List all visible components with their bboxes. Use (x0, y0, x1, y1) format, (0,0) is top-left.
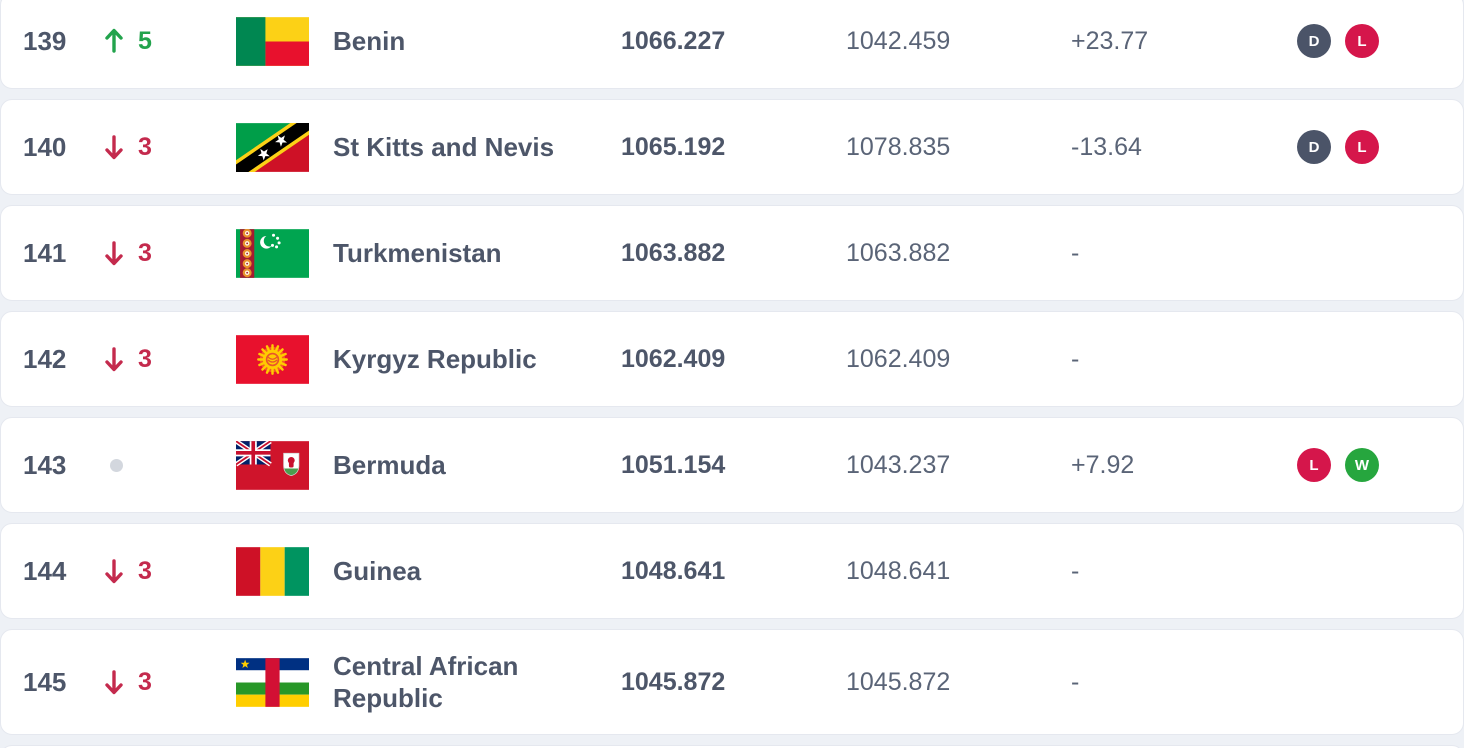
rank-number: 142 (23, 343, 67, 374)
rank-movement: 3 (101, 237, 236, 269)
total-points: 1048.641 (621, 556, 726, 585)
rank-number: 141 (23, 237, 67, 268)
kyrgyz-republic-flag (236, 334, 333, 384)
ranking-row[interactable]: 145 3 Central African Republic 1045.872 … (0, 629, 1464, 735)
bermuda-flag (236, 440, 333, 490)
points-change: - (1071, 556, 1080, 585)
down-arrow-icon (101, 343, 127, 375)
total-points: 1066.227 (621, 26, 726, 55)
movement-value: 3 (138, 667, 152, 696)
previous-points: 1048.641 (846, 556, 951, 585)
points-change: - (1071, 667, 1080, 696)
country-name: Benin (333, 26, 406, 56)
total-points: 1051.154 (621, 450, 726, 479)
down-arrow-icon (101, 666, 127, 698)
form-badge-draw: D (1297, 130, 1331, 164)
previous-points: 1063.882 (846, 238, 951, 267)
total-points: 1065.192 (621, 132, 726, 161)
rank-number: 139 (23, 25, 67, 56)
guinea-flag (236, 546, 333, 596)
total-points: 1063.882 (621, 238, 726, 267)
country-name: Turkmenistan (333, 238, 502, 268)
rank-number: 144 (23, 555, 67, 586)
rank-number: 143 (23, 449, 67, 480)
st-kitts-and-nevis-flag (236, 122, 333, 172)
country-name: Guinea (333, 556, 422, 586)
form-badge-win: W (1345, 448, 1379, 482)
rank-movement: 3 (101, 555, 236, 587)
rank-movement: 3 (101, 343, 236, 375)
form-badge-draw: D (1297, 24, 1331, 58)
rank-number: 140 (23, 131, 67, 162)
movement-value: 3 (138, 132, 152, 161)
country-name: Kyrgyz Republic (333, 344, 537, 374)
country-name: St Kitts and Nevis (333, 132, 555, 162)
ranking-row[interactable]: 144 3 Guinea 1048.641 1048.641 - (0, 523, 1464, 619)
rank-movement: 5 (101, 25, 236, 57)
country-name: Central African Republic (333, 651, 519, 713)
rank-number: 145 (23, 666, 67, 697)
form-badge-loss: L (1297, 448, 1331, 482)
points-change: +23.77 (1071, 26, 1149, 55)
points-change: - (1071, 344, 1080, 373)
form-badge-loss: L (1345, 24, 1379, 58)
up-arrow-icon (101, 25, 127, 57)
previous-points: 1043.237 (846, 450, 951, 479)
movement-value: 3 (138, 238, 152, 267)
previous-points: 1078.835 (846, 132, 951, 161)
rank-movement: 3 (101, 131, 236, 163)
form-badge-loss: L (1345, 130, 1379, 164)
points-change: -13.64 (1071, 132, 1142, 161)
points-change: - (1071, 238, 1080, 267)
down-arrow-icon (101, 237, 127, 269)
ranking-row[interactable]: 141 3 Turkmenistan 1063.882 1063.882 - (0, 205, 1464, 301)
down-arrow-icon (101, 131, 127, 163)
rank-movement (101, 458, 236, 472)
central-african-republic-flag (236, 657, 333, 707)
rank-movement: 3 (101, 666, 236, 698)
movement-value: 3 (138, 344, 152, 373)
ranking-row[interactable]: 142 3 Kyrgyz Republic 1062.409 1062.409 … (0, 311, 1464, 407)
movement-value: 5 (138, 26, 152, 55)
previous-points: 1062.409 (846, 344, 951, 373)
no-change-dot-icon (101, 458, 127, 472)
down-arrow-icon (101, 555, 127, 587)
previous-points: 1045.872 (846, 667, 951, 696)
benin-flag (236, 16, 333, 66)
turkmenistan-flag (236, 228, 333, 278)
previous-points: 1042.459 (846, 26, 951, 55)
ranking-row[interactable]: 140 3 St Kitts and Nevis 1065.192 1078.8… (0, 99, 1464, 195)
total-points: 1062.409 (621, 344, 726, 373)
total-points: 1045.872 (621, 667, 726, 696)
points-change: +7.92 (1071, 450, 1135, 479)
country-name: Bermuda (333, 450, 446, 480)
movement-value: 3 (138, 556, 152, 585)
